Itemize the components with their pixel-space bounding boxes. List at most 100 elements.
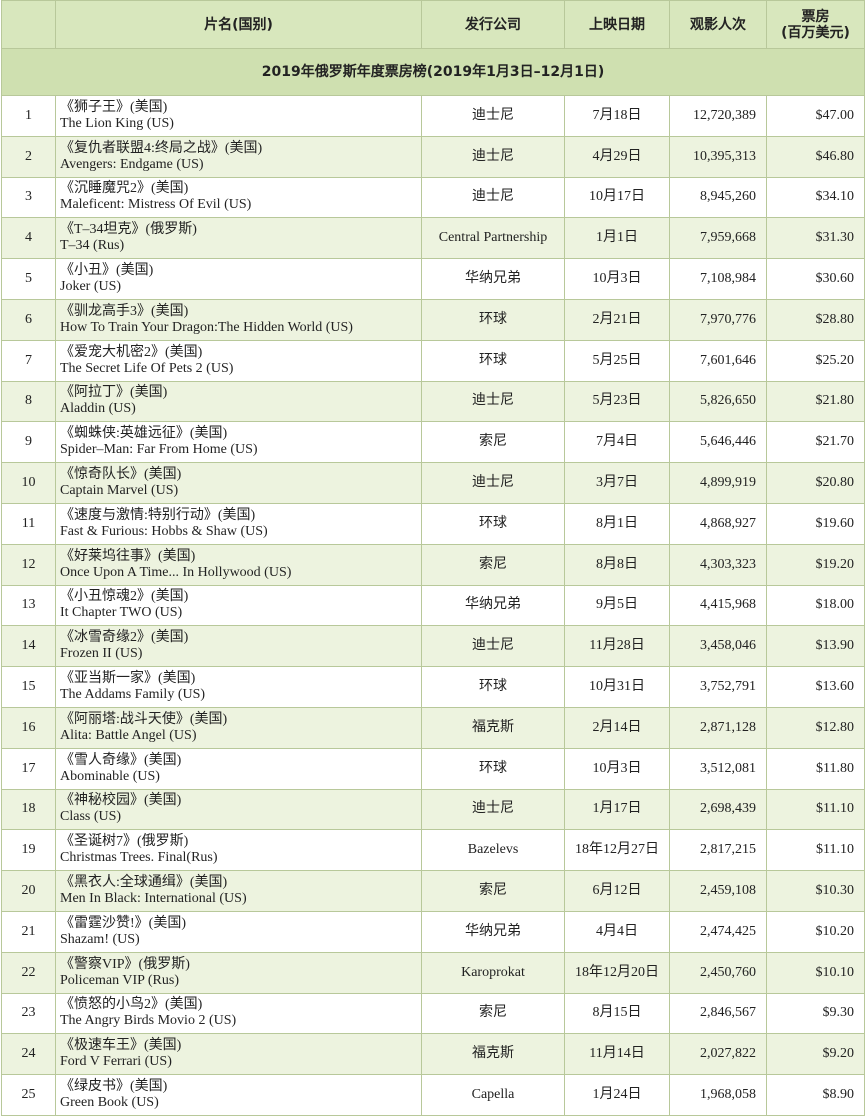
rank: 24	[1, 1033, 56, 1076]
name: 《亚当斯一家》(美国) The Addams Family (US)	[55, 666, 422, 708]
distributor: 环球	[421, 502, 565, 545]
title-en: Green Book (US)	[60, 1095, 159, 1111]
gross: $28.80	[766, 298, 865, 341]
distributor: 华纳兄弟	[421, 910, 565, 953]
title-cn: 《阿拉丁》(美国)	[60, 385, 168, 401]
release-date: 1月1日	[564, 217, 670, 260]
release-date: 2月14日	[564, 706, 670, 749]
gross: $20.80	[766, 462, 865, 504]
title-en: Joker (US)	[60, 279, 122, 295]
header-cell	[1, 0, 56, 49]
admissions: 3,512,081	[669, 747, 767, 790]
name: 《T–34坦克》(俄罗斯) T–34 (Rus)	[55, 217, 422, 260]
table-row: 24 《极速车王》(美国) Ford V Ferrari (US) 福克斯 11月14日…	[1, 1033, 865, 1076]
rank: 14	[1, 625, 56, 668]
name: 《绿皮书》(美国) Green Book (US)	[55, 1074, 422, 1116]
release-date: 3月7日	[564, 462, 670, 504]
rank: 20	[1, 870, 56, 912]
admissions: 12,720,389	[669, 95, 767, 137]
rank: 5	[1, 258, 56, 300]
rank: 23	[1, 992, 56, 1035]
distributor: Bazelevs	[421, 829, 565, 872]
release-date: 5月25日	[564, 339, 670, 382]
gross: $11.10	[766, 829, 865, 872]
admissions: 7,959,668	[669, 217, 767, 260]
admissions: 2,450,760	[669, 951, 767, 994]
distributor: 环球	[421, 298, 565, 341]
distributor: 迪士尼	[421, 462, 565, 504]
title-cn: 《极速车王》(美国)	[60, 1038, 182, 1054]
name: 《警察VIP》(俄罗斯) Policeman VIP (Rus)	[55, 951, 422, 994]
name: 《阿拉丁》(美国) Aladdin (US)	[55, 380, 422, 423]
name: 《爱宠大机密2》(美国) The Secret Life Of Pets 2 (U…	[55, 339, 422, 382]
table-row: 10 《惊奇队长》(美国) Captain Marvel (US) 迪士尼 3月7日 4,…	[1, 462, 865, 504]
title-cn: 《阿丽塔:战斗天使》(美国)	[60, 711, 228, 727]
admissions: 1,968,058	[669, 1074, 767, 1116]
distributor: 索尼	[421, 421, 565, 464]
gross: $21.70	[766, 421, 865, 464]
title-en: The Angry Birds Movio 2 (US)	[60, 1013, 237, 1029]
distributor: 迪士尼	[421, 380, 565, 423]
table-row: 11 《速度与激情:特别行动》(美国) Fast & Furious: Hobbs …	[1, 502, 865, 545]
gross: $25.20	[766, 339, 865, 382]
table-body: 1 《狮子王》(美国) The Lion King (US) 迪士尼 7月18日 12,7…	[1, 95, 865, 1116]
admissions: 5,646,446	[669, 421, 767, 464]
release-date: 2月21日	[564, 298, 670, 341]
table-row: 25 《绿皮书》(美国) Green Book (US) Capella 1月24日 1,…	[1, 1074, 865, 1116]
title-en: Frozen II (US)	[60, 646, 143, 662]
distributor: 华纳兄弟	[421, 258, 565, 300]
rank: 17	[1, 747, 56, 790]
title-cn: 《小丑》(美国)	[60, 263, 154, 279]
name: 《雪人奇缘》(美国) Abominable (US)	[55, 747, 422, 790]
title-cn: 《狮子王》(美国)	[60, 99, 168, 115]
name: 《小丑惊魂2》(美国) It Chapter TWO (US)	[55, 584, 422, 627]
title-cn: 《雪人奇缘》(美国)	[60, 752, 182, 768]
release-date: 1月17日	[564, 788, 670, 831]
distributor: 环球	[421, 339, 565, 382]
distributor: 环球	[421, 747, 565, 790]
table-row: 12 《好莱坞往事》(美国) Once Upon A Time... In Holl…	[1, 543, 865, 586]
rank: 18	[1, 788, 56, 831]
name: 《雷霆沙赞!》(美国) Shazam! (US)	[55, 910, 422, 953]
rank: 13	[1, 584, 56, 627]
admissions: 2,846,567	[669, 992, 767, 1035]
name: 《神秘校园》(美国) Class (US)	[55, 788, 422, 831]
table-row: 18 《神秘校园》(美国) Class (US) 迪士尼 1月17日 2,698,439 $…	[1, 788, 865, 831]
name: 《冰雪奇缘2》(美国) Frozen II (US)	[55, 625, 422, 668]
title-row: 2019年俄罗斯年度票房榜(2019年1月3日–12月1日)	[1, 48, 865, 96]
admissions: 2,027,822	[669, 1033, 767, 1076]
release-date: 18年12月27日	[564, 829, 670, 872]
distributor: Capella	[421, 1074, 565, 1116]
header-cell: 票房 (百万美元)	[766, 0, 865, 49]
title-cn: 《圣诞树7》(俄罗斯)	[60, 834, 189, 850]
name: 《速度与激情:特别行动》(美国) Fast & Furious: Hobbs & …	[55, 502, 422, 545]
table-row: 20 《黑衣人:全球通缉》(美国) Men In Black: Internatio…	[1, 870, 865, 912]
name: 《好莱坞往事》(美国) Once Upon A Time... In Hollyw…	[55, 543, 422, 586]
gross: $9.20	[766, 1033, 865, 1076]
admissions: 2,459,108	[669, 870, 767, 912]
table-title: 2019年俄罗斯年度票房榜(2019年1月3日–12月1日)	[1, 48, 865, 96]
table-row: 14 《冰雪奇缘2》(美国) Frozen II (US) 迪士尼 11月28日 3,45…	[1, 625, 865, 668]
title-en: Alita: Battle Angel (US)	[60, 727, 197, 743]
release-date: 10月31日	[564, 666, 670, 708]
release-date: 10月3日	[564, 258, 670, 300]
admissions: 4,303,323	[669, 543, 767, 586]
header-cell: 片名(国别)	[55, 0, 422, 49]
rank: 7	[1, 339, 56, 382]
gross: $13.60	[766, 666, 865, 708]
title-en: It Chapter TWO (US)	[60, 605, 183, 621]
rank: 8	[1, 380, 56, 423]
release-date: 11月14日	[564, 1033, 670, 1076]
admissions: 3,458,046	[669, 625, 767, 668]
rank: 10	[1, 462, 56, 504]
title-en: The Secret Life Of Pets 2 (US)	[60, 360, 234, 376]
table-row: 17 《雪人奇缘》(美国) Abominable (US) 环球 10月3日 3,512,…	[1, 747, 865, 790]
gross: $30.60	[766, 258, 865, 300]
name: 《愤怒的小鸟2》(美国) The Angry Birds Movio 2 (US)	[55, 992, 422, 1035]
admissions: 10,395,313	[669, 135, 767, 178]
name: 《沉睡魔咒2》(美国) Maleficent: Mistress Of Evil …	[55, 176, 422, 219]
release-date: 8月8日	[564, 543, 670, 586]
gross: $10.10	[766, 951, 865, 994]
gross: $9.30	[766, 992, 865, 1035]
